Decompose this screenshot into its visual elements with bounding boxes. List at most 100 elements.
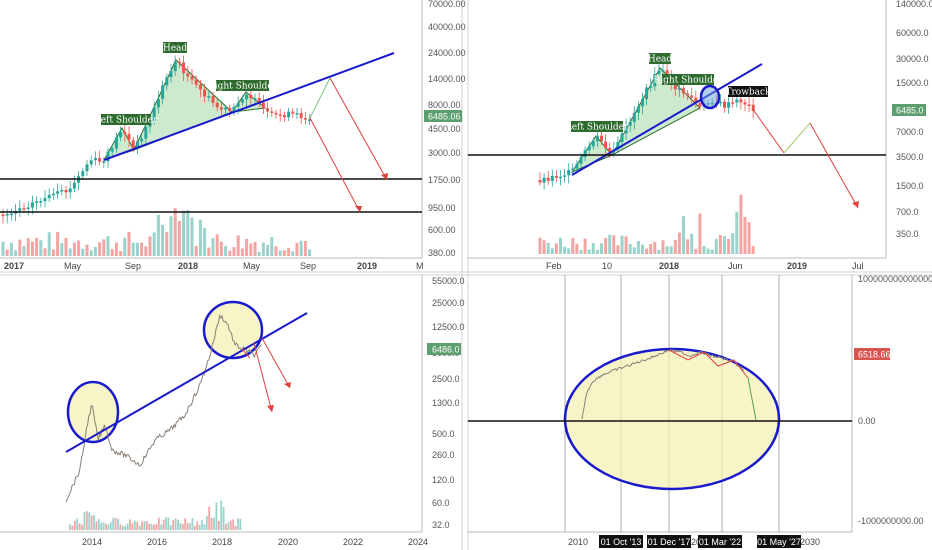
x-tick: May	[243, 261, 261, 271]
candle	[253, 98, 257, 100]
panel3-x-axis: 2014 2016 2018 2020 2022 2024	[82, 537, 428, 547]
x-tick: 2019	[787, 261, 807, 271]
volume-bar	[76, 518, 79, 530]
volume-bar	[90, 515, 93, 530]
y-tick: 3000.00	[428, 148, 461, 158]
volume-bar	[636, 240, 640, 254]
date-marker-bg	[647, 535, 691, 548]
candle	[608, 148, 612, 152]
volume-bar	[245, 238, 249, 256]
volume-bar	[232, 247, 236, 256]
candle	[215, 102, 219, 108]
candle	[735, 99, 739, 103]
volume-bar	[81, 248, 85, 256]
projection-down-2	[261, 337, 291, 389]
volume-bar	[198, 219, 202, 256]
volume-bar	[14, 250, 18, 256]
arrowhead	[284, 382, 291, 388]
panel2-y-axis: 140000.0 60000.0 30000.0 15000.0 7000.0 …	[892, 0, 932, 239]
candle	[161, 85, 165, 99]
candle	[5, 214, 9, 216]
label-box-left-shoulder	[571, 121, 623, 132]
volume-bar	[213, 517, 215, 530]
y-tick: 500.0	[432, 429, 455, 439]
candle	[698, 103, 702, 107]
price-tag-text: 6485.0	[896, 106, 924, 116]
volume-bar	[718, 235, 722, 254]
y-tick: 60.0	[432, 498, 450, 508]
candle	[657, 70, 661, 75]
volume-bar	[249, 243, 253, 256]
date-marker-bg	[757, 535, 801, 548]
x-tick: M	[416, 261, 424, 271]
volume-bar	[236, 235, 240, 256]
volume-bar	[669, 246, 673, 254]
volume-bar	[60, 243, 64, 256]
panel-top-left: Left Shoulder Head Right Shoulder 70000.…	[0, 0, 466, 271]
volume-bar	[220, 500, 223, 530]
price-tag	[427, 343, 461, 355]
volume-bar	[182, 210, 186, 256]
volume-bar	[612, 235, 616, 254]
volume-bar	[1, 241, 5, 256]
y-tick: 14000.00	[428, 74, 466, 84]
volume-bar	[51, 249, 55, 256]
candle	[131, 140, 135, 149]
volume-bar	[194, 245, 198, 256]
x-tick: Feb	[546, 261, 562, 271]
annotation-trowback: Trowback	[725, 88, 771, 98]
volume-bar	[77, 240, 81, 256]
candle	[690, 95, 694, 98]
volume-bar	[141, 521, 143, 530]
date-marker-bg	[698, 535, 742, 548]
volume-bar	[106, 236, 110, 256]
x-tick: 2024	[408, 537, 428, 547]
candle	[299, 113, 303, 119]
volume-bar	[710, 249, 714, 254]
highlight-2017-top	[202, 300, 264, 360]
volume-bar	[169, 216, 173, 256]
volume-bar	[677, 232, 681, 254]
volume-bar	[608, 234, 612, 254]
volume-bar	[567, 248, 571, 254]
candle	[110, 148, 114, 152]
x-tick: Jul	[852, 261, 864, 271]
panel4-price-line	[581, 348, 745, 419]
candle	[39, 201, 43, 203]
candle	[186, 73, 190, 77]
volume-bar	[595, 249, 599, 254]
candle	[567, 170, 571, 176]
volume-bar	[186, 210, 190, 256]
arrowhead	[852, 201, 859, 208]
volume-bar	[148, 236, 152, 256]
volume-bar	[112, 517, 115, 530]
volume-bar	[172, 520, 175, 530]
candle	[51, 193, 55, 196]
candle	[194, 79, 198, 85]
volume-bar	[30, 241, 34, 256]
candle	[177, 61, 181, 64]
projection-down-1	[309, 117, 361, 213]
panel2-candles	[538, 63, 755, 190]
y-tick: 4500.00	[428, 124, 461, 134]
y-tick: 15000.0	[896, 78, 929, 88]
candle	[18, 208, 22, 211]
price-tag	[854, 348, 890, 360]
candle	[261, 102, 265, 109]
volume-bar	[191, 518, 194, 530]
arrowhead	[381, 173, 388, 180]
volume-bar	[73, 520, 76, 530]
volume-bar	[109, 522, 112, 530]
x-tick: 2018	[659, 261, 679, 271]
candle	[554, 175, 558, 178]
volume-bar	[100, 522, 103, 530]
long-trendline	[65, 312, 308, 453]
candle	[106, 151, 110, 162]
y-tick: 700.0	[896, 207, 919, 217]
volume-bar	[68, 248, 72, 256]
volume-bar	[196, 521, 199, 530]
candle	[123, 132, 127, 134]
candle	[653, 74, 657, 87]
candle	[165, 77, 169, 86]
